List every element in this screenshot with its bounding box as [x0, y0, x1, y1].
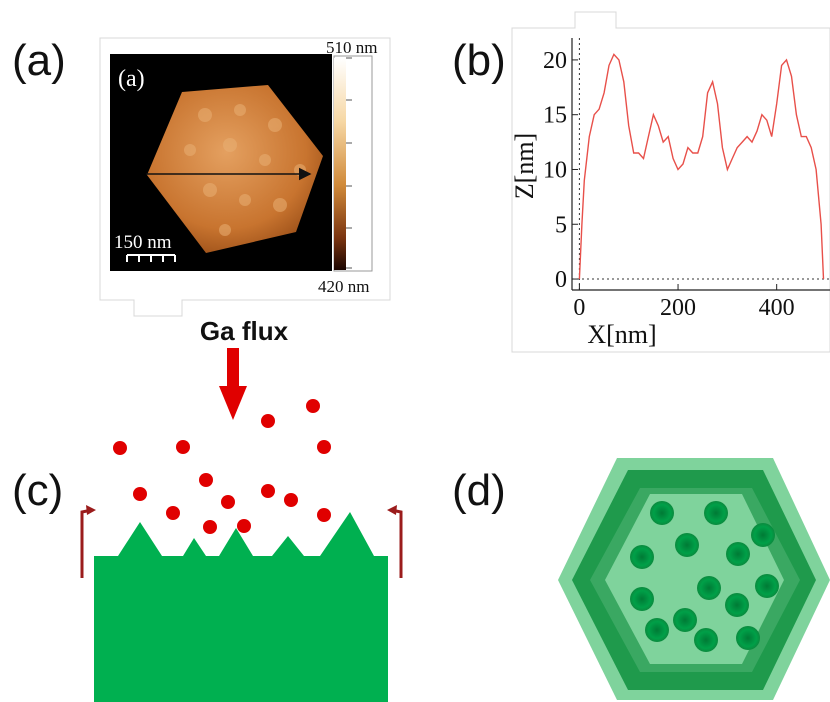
scalebar-label: 150 nm: [114, 232, 172, 253]
panel-c-growth-schematic: Ga flux: [80, 316, 403, 702]
y-tick-label: 5: [555, 212, 567, 238]
right-return-arrow-head: [387, 505, 397, 515]
flux-arrow-shaft: [227, 348, 239, 388]
reference-lines: [572, 38, 830, 290]
y-ticks: 0 5 10 15 20: [543, 48, 578, 293]
left-return-arrow-head: [86, 505, 96, 515]
panel-label-d: (d): [452, 466, 506, 515]
height-profile-line: [578, 53, 825, 280]
y-tick-label: 20: [543, 48, 567, 74]
panel-b-profile-chart: 0 5 10 15 20 0 200 400 X[nm] Z[nm]: [510, 11, 830, 353]
colorbar-min-label: 420 nm: [318, 277, 369, 296]
colorbar: [334, 58, 346, 270]
y-tick-label: 10: [543, 157, 567, 183]
x-ticks: 0 200 400: [573, 284, 795, 321]
gan-nanocrystal-cross-section: [94, 512, 388, 702]
panel-label-c: (c): [12, 466, 63, 515]
panel-d-top-view: [558, 458, 830, 700]
y-axis-label: Z[nm]: [510, 133, 539, 199]
y-tick-label: 0: [555, 267, 567, 293]
chart-frame: [511, 11, 830, 353]
y-tick-label: 15: [543, 103, 567, 129]
panel-label-a: (a): [12, 36, 66, 85]
x-tick-label: 0: [573, 295, 585, 321]
scalebar: [126, 254, 176, 262]
colorbar-max-label: 510 nm: [326, 38, 377, 57]
panel-a-afm: (a) 150 nm 510 nm 420 nm: [99, 37, 391, 317]
x-tick-label: 400: [759, 295, 795, 321]
hexagon-surface-islands: [630, 501, 779, 652]
flux-arrow-head: [219, 386, 247, 420]
colorbar-ticks: [346, 57, 352, 269]
x-tick-label: 200: [660, 295, 696, 321]
right-return-arrow: [390, 508, 403, 578]
afm-inset-label: (a): [118, 66, 145, 92]
ga-particles: [113, 399, 331, 534]
left-return-arrow: [80, 508, 93, 578]
ga-flux-label: Ga flux: [200, 316, 289, 346]
panel-label-b: (b): [452, 36, 506, 85]
x-axis-label: X[nm]: [587, 320, 656, 349]
